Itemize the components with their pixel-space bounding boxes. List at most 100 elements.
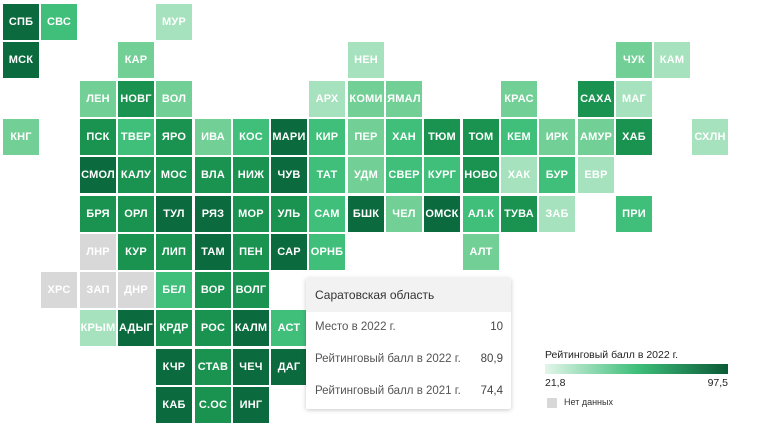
region-tile-75[interactable]: ВОЛГ	[233, 272, 269, 308]
region-tile-28[interactable]: ТОМ	[463, 119, 499, 155]
region-tile-8[interactable]: ЛЕН	[80, 81, 116, 117]
tooltip-label: Рейтинговый балл в 2021 г.	[315, 385, 461, 397]
region-tile-22[interactable]: КОС	[233, 119, 269, 155]
region-tile-84[interactable]: ЧЕЧ	[233, 349, 269, 385]
region-tile-73[interactable]: БЕЛ	[156, 272, 192, 308]
region-tile-15[interactable]: САХА	[578, 81, 614, 117]
region-tile-60[interactable]: ЗАБ	[539, 196, 575, 232]
region-tile-68[interactable]: ОРНБ	[309, 234, 345, 270]
region-tile-44[interactable]: НОВО	[463, 157, 499, 193]
region-tile-11[interactable]: АРХ	[309, 81, 345, 117]
region-tile-31[interactable]: АМУР	[578, 119, 614, 155]
region-tile-21[interactable]: ИВА	[195, 119, 231, 155]
region-tile-79[interactable]: РОС	[195, 310, 231, 346]
region-tile-76[interactable]: КРЫМ	[80, 310, 116, 346]
region-tile-13[interactable]: ЯМАЛ	[386, 81, 422, 117]
region-tile-3[interactable]: МСК	[3, 42, 39, 78]
region-tile-87[interactable]: С.ОС	[195, 387, 231, 423]
tooltip-title: Саратовская область	[306, 278, 511, 312]
region-tile-56[interactable]: ЧЕЛ	[386, 196, 422, 232]
region-tile-39[interactable]: ЧУВ	[271, 157, 307, 193]
region-tile-6[interactable]: ЧУК	[616, 42, 652, 78]
region-tile-30[interactable]: ИРК	[539, 119, 575, 155]
region-tile-5[interactable]: НЕН	[348, 42, 384, 78]
region-tile-38[interactable]: НИЖ	[233, 157, 269, 193]
region-tile-49[interactable]: ОРЛ	[118, 196, 154, 232]
region-tile-57[interactable]: ОМСК	[424, 196, 460, 232]
region-tile-50[interactable]: ТУЛ	[156, 196, 192, 232]
region-tile-62[interactable]: ЛНР	[80, 234, 116, 270]
region-tile-81[interactable]: АСТ	[271, 310, 307, 346]
region-tile-72[interactable]: ДНР	[118, 272, 154, 308]
region-tile-33[interactable]: СХЛН	[692, 119, 728, 155]
region-tile-41[interactable]: УДМ	[348, 157, 384, 193]
region-tile-45[interactable]: ХАК	[501, 157, 537, 193]
tooltip-row-score-2021: Рейтинговый балл в 2021 г. 74,4	[315, 382, 503, 400]
region-tile-19[interactable]: ТВЕР	[118, 119, 154, 155]
region-tile-26[interactable]: ХАН	[386, 119, 422, 155]
region-tile-58[interactable]: АЛ.К	[463, 196, 499, 232]
region-tile-55[interactable]: БШК	[348, 196, 384, 232]
region-tile-77[interactable]: АДЫГ	[118, 310, 154, 346]
region-tile-48[interactable]: БРЯ	[80, 196, 116, 232]
region-tile-36[interactable]: МОС	[156, 157, 192, 193]
region-tile-35[interactable]: КАЛУ	[118, 157, 154, 193]
region-tile-29[interactable]: КЕМ	[501, 119, 537, 155]
legend: Рейтинговый балл в 2022 г. 21,8 97,5 Нет…	[545, 349, 735, 419]
region-tile-23[interactable]: МАРИ	[271, 119, 307, 155]
region-tile-4[interactable]: КАР	[118, 42, 154, 78]
region-tile-67[interactable]: САР	[271, 234, 307, 270]
region-tile-65[interactable]: ТАМ	[195, 234, 231, 270]
region-tile-9[interactable]: НОВГ	[118, 81, 154, 117]
region-tile-1[interactable]: СВС	[41, 4, 77, 40]
region-tile-2[interactable]: МУР	[156, 4, 192, 40]
region-tile-70[interactable]: ХРС	[41, 272, 77, 308]
region-tile-85[interactable]: ДАГ	[271, 349, 307, 385]
tooltip-value: 74,4	[480, 385, 503, 397]
region-tile-64[interactable]: ЛИП	[156, 234, 192, 270]
region-tile-86[interactable]: КАБ	[156, 387, 192, 423]
region-tile-14[interactable]: КРАС	[501, 81, 537, 117]
region-tile-32[interactable]: ХАБ	[616, 119, 652, 155]
region-tile-88[interactable]: ИНГ	[233, 387, 269, 423]
region-tile-20[interactable]: ЯРО	[156, 119, 192, 155]
region-tile-12[interactable]: КОМИ	[348, 81, 384, 117]
legend-gradient	[545, 364, 728, 374]
no-data-label: Нет данных	[564, 397, 613, 407]
region-tile-43[interactable]: КУРГ	[424, 157, 460, 193]
region-tile-17[interactable]: КНГ	[3, 119, 39, 155]
region-tile-59[interactable]: ТУВА	[501, 196, 537, 232]
region-tile-78[interactable]: КРДР	[156, 310, 192, 346]
region-tile-69[interactable]: АЛТ	[463, 234, 499, 270]
region-tile-27[interactable]: ТЮМ	[424, 119, 460, 155]
region-tile-10[interactable]: ВОЛ	[156, 81, 192, 117]
region-tile-54[interactable]: САМ	[309, 196, 345, 232]
legend-max: 97,5	[707, 377, 728, 389]
region-tile-71[interactable]: ЗАП	[80, 272, 116, 308]
region-tile-74[interactable]: ВОР	[195, 272, 231, 308]
region-tile-80[interactable]: КАЛМ	[233, 310, 269, 346]
region-tile-53[interactable]: УЛЬ	[271, 196, 307, 232]
region-tile-61[interactable]: ПРИ	[616, 196, 652, 232]
tooltip-label: Рейтинговый балл в 2022 г.	[315, 353, 461, 365]
region-tile-42[interactable]: СВЕР	[386, 157, 422, 193]
region-tile-25[interactable]: ПЕР	[348, 119, 384, 155]
region-tile-24[interactable]: КИР	[309, 119, 345, 155]
region-tile-34[interactable]: СМОЛ	[80, 157, 116, 193]
region-tile-83[interactable]: СТАВ	[195, 349, 231, 385]
region-tile-51[interactable]: РЯЗ	[195, 196, 231, 232]
region-tile-82[interactable]: КЧР	[156, 349, 192, 385]
region-tile-37[interactable]: ВЛА	[195, 157, 231, 193]
region-tile-18[interactable]: ПСК	[80, 119, 116, 155]
region-tile-52[interactable]: МОР	[233, 196, 269, 232]
region-tile-63[interactable]: КУР	[118, 234, 154, 270]
region-tile-47[interactable]: ЕВР	[578, 157, 614, 193]
region-tile-7[interactable]: КАМ	[654, 42, 690, 78]
region-tooltip: Саратовская область Место в 2022 г. 10 Р…	[306, 278, 511, 409]
region-tile-40[interactable]: ТАТ	[309, 157, 345, 193]
legend-min: 21,8	[545, 377, 566, 389]
region-tile-46[interactable]: БУР	[539, 157, 575, 193]
region-tile-66[interactable]: ПЕН	[233, 234, 269, 270]
region-tile-16[interactable]: МАГ	[616, 81, 652, 117]
region-tile-0[interactable]: СПБ	[3, 4, 39, 40]
